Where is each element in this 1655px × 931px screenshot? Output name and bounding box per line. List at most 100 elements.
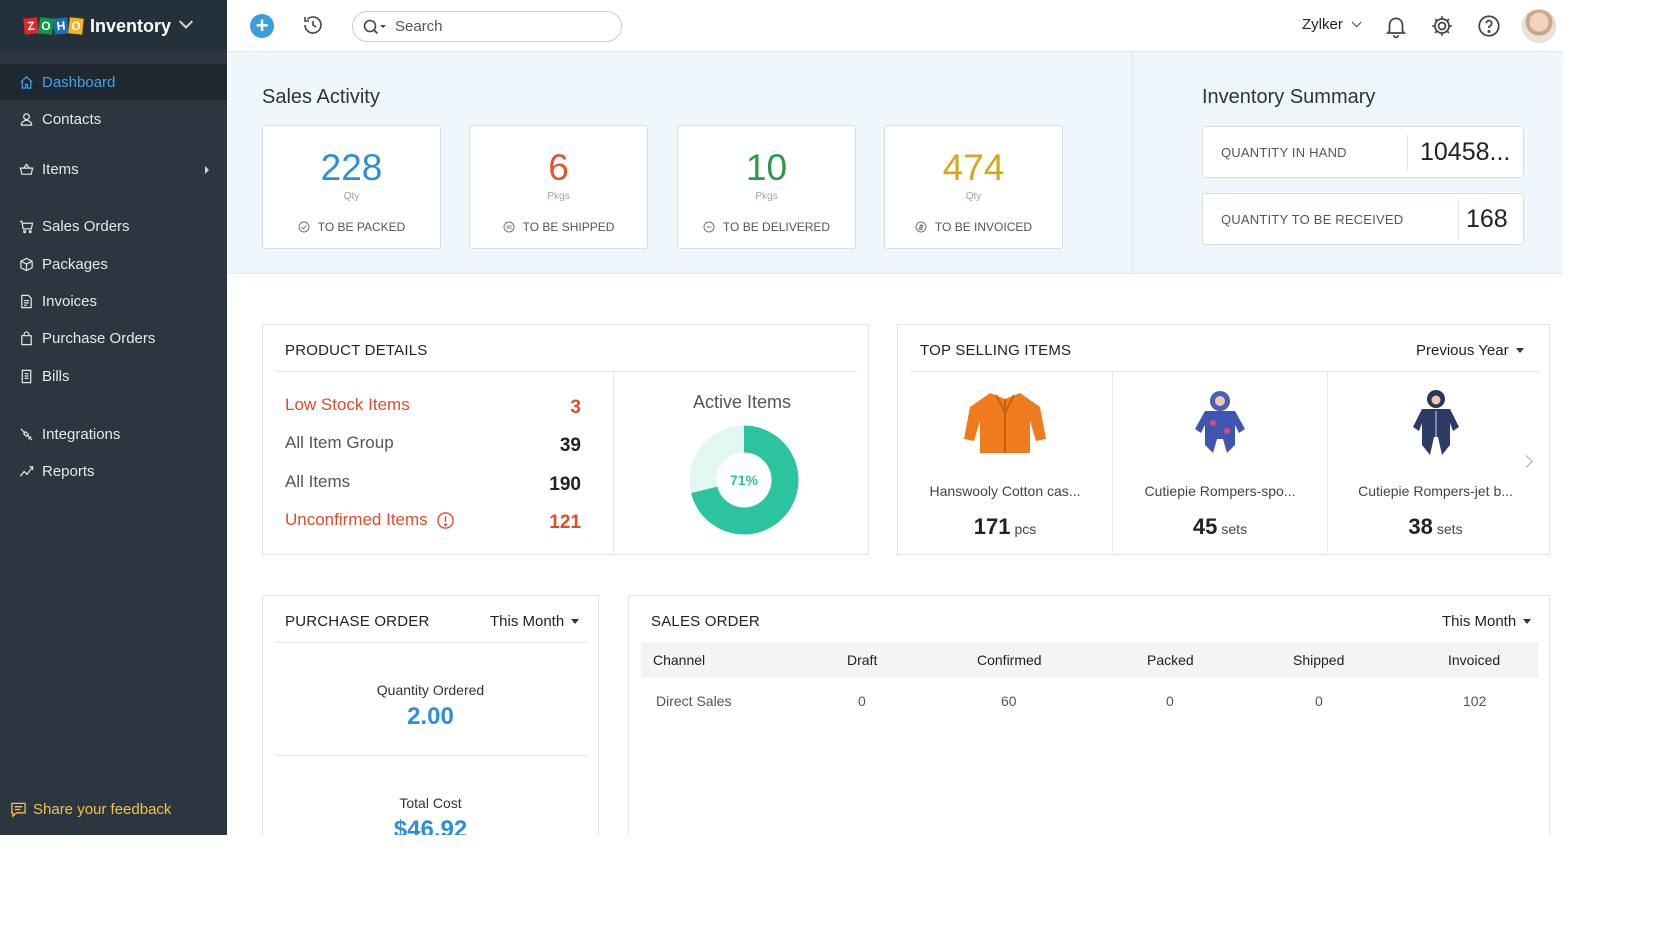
app-name: Inventory: [90, 15, 172, 36]
chevron-down-icon: [178, 14, 194, 29]
table-row[interactable]: Direct Sales 0 60 0 0 102: [641, 678, 1538, 718]
cell-draft: 0: [858, 693, 866, 709]
total-cost-value: $46.92: [393, 816, 468, 835]
product-detail-row-unconfirmed[interactable]: Unconfirmed Items 121: [285, 510, 581, 534]
top-selling-item-name: Hanswooly Cotton cas...: [929, 483, 1081, 499]
user-avatar[interactable]: [1522, 9, 1556, 43]
sales-activity-title: Sales Activity: [262, 86, 380, 108]
top-bar: Z O H O Inventory + Zylker: [0, 0, 1563, 52]
column-header-draft: Draft: [847, 652, 878, 668]
sidebar-item-items[interactable]: Items: [0, 151, 227, 187]
search-bar[interactable]: [352, 11, 622, 42]
dashboard-main: Sales Activity 228 Qty TO BE PACKED 6 Pk…: [227, 52, 1563, 835]
brand-switcher[interactable]: Z O H O Inventory: [0, 0, 227, 52]
activity-count: 228: [320, 147, 383, 188]
product-detail-row-item-group[interactable]: All Item Group 39: [285, 433, 581, 457]
sidebar-item-reports[interactable]: Reports: [0, 453, 227, 489]
shipping-icon: [503, 221, 515, 233]
product-detail-value: 3: [570, 397, 581, 418]
top-selling-item-qty: 38: [1408, 514, 1433, 539]
delivery-icon: [703, 221, 715, 233]
quantity-in-hand-value: 10458...: [1420, 138, 1511, 166]
sales-order-period-dropdown[interactable]: This Month: [1442, 613, 1532, 630]
share-feedback-link[interactable]: Share your feedback: [10, 801, 171, 818]
package-icon: [20, 257, 33, 271]
top-selling-items-panel: TOP SELLING ITEMS Previous Year Hanswool…: [897, 324, 1550, 555]
invoice-icon: [21, 294, 32, 308]
quantity-ordered-label: Quantity Ordered: [376, 682, 485, 698]
activity-card-to-be-packed[interactable]: 228 Qty TO BE PACKED: [262, 125, 441, 249]
home-icon: [20, 75, 33, 89]
sidebar-item-dashboard[interactable]: Dashboard: [0, 64, 227, 100]
top-selling-item[interactable]: Hanswooly Cotton cas... 171 pcs: [898, 371, 1113, 554]
recent-history-icon[interactable]: [301, 13, 325, 37]
top-selling-item-name: Cutiepie Rompers-jet b...: [1358, 483, 1513, 499]
activity-card-to-be-delivered[interactable]: 10 Pkgs TO BE DELIVERED: [677, 125, 856, 249]
caret-down-icon: [571, 619, 580, 624]
cell-channel: Direct Sales: [656, 693, 732, 709]
quick-create-button[interactable]: +: [250, 14, 274, 38]
top-selling-period-dropdown[interactable]: Previous Year: [1416, 342, 1524, 359]
cell-shipped: 0: [1315, 693, 1323, 709]
quantity-in-hand-label: QUANTITY IN HAND: [1221, 145, 1347, 160]
top-selling-title: TOP SELLING ITEMS: [920, 342, 1072, 359]
active-items-title: Active Items: [692, 392, 792, 412]
reports-icon: [19, 465, 34, 477]
sales-order-table-header: Channel Draft Confirmed Packed Shipped I…: [641, 642, 1538, 678]
column-header-shipped: Shipped: [1293, 652, 1345, 668]
column-header-confirmed: Confirmed: [977, 652, 1042, 668]
top-selling-item[interactable]: Cutiepie Rompers-spo... 45 sets: [1113, 371, 1328, 554]
purchase-order-period-dropdown[interactable]: This Month: [490, 613, 580, 630]
divider: [1458, 202, 1459, 238]
quantity-to-be-received-label: QUANTITY TO BE RECEIVED: [1221, 212, 1404, 227]
notifications-bell-icon[interactable]: [1383, 13, 1409, 39]
sidebar-item-invoices[interactable]: Invoices: [0, 283, 227, 319]
activity-card-to-be-shipped[interactable]: 6 Pkgs TO BE SHIPPED: [469, 125, 648, 249]
chevron-down-icon: [1351, 17, 1362, 28]
blue-romper-image: [1195, 391, 1245, 453]
sidebar-item-purchase-orders[interactable]: Purchase Orders: [0, 320, 227, 356]
search-icon[interactable]: [363, 19, 387, 35]
user-icon: [20, 112, 33, 126]
product-detail-value: 190: [549, 474, 581, 495]
caret-down-icon: [1523, 619, 1532, 624]
column-header-channel: Channel: [653, 652, 706, 668]
sales-order-panel: SALES ORDER This Month Channel Draft Con…: [628, 595, 1550, 835]
top-selling-item-qty: 171: [973, 514, 1011, 539]
product-detail-row-all-items[interactable]: All Items 190: [285, 472, 581, 496]
quantity-ordered-value: 2.00: [407, 703, 454, 730]
sidebar-item-bills[interactable]: Bills: [0, 358, 227, 394]
column-header-packed: Packed: [1147, 652, 1194, 668]
top-selling-item-name: Cutiepie Rompers-spo...: [1144, 483, 1296, 499]
activity-card-to-be-invoiced[interactable]: 474 Qty TO BE INVOICED: [884, 125, 1063, 249]
caret-down-icon: [1515, 348, 1524, 353]
settings-gear-icon[interactable]: [1429, 13, 1455, 39]
purchase-order-panel: PURCHASE ORDER This Month Quantity Order…: [262, 595, 599, 835]
warning-icon: [436, 511, 454, 529]
active-items-percent: 71%: [730, 472, 759, 488]
divider: [1132, 52, 1133, 274]
sidebar: Dashboard Contacts Items Sales Orders Pa…: [0, 52, 227, 835]
active-items-donut-chart: 71%: [689, 425, 799, 535]
product-detail-label: All Item Group: [285, 433, 394, 452]
search-input[interactable]: [395, 18, 595, 35]
product-detail-row-low-stock[interactable]: Low Stock Items 3: [285, 395, 581, 419]
sidebar-item-sales-orders[interactable]: Sales Orders: [0, 208, 227, 244]
total-cost-label: Total Cost: [399, 795, 462, 811]
inventory-summary-title: Inventory Summary: [1202, 86, 1376, 108]
activity-unit: Pkgs: [755, 191, 778, 202]
sidebar-item-contacts[interactable]: Contacts: [0, 101, 227, 137]
activity-unit: Qty: [965, 191, 982, 202]
navy-romper-image: [1412, 390, 1459, 455]
integrations-icon: [20, 427, 33, 441]
organization-switcher[interactable]: Zylker: [1302, 16, 1362, 33]
donut-active-arc: [689, 425, 799, 535]
top-selling-item[interactable]: Cutiepie Rompers-jet b... 38 sets: [1328, 371, 1543, 554]
sidebar-item-packages[interactable]: Packages: [0, 246, 227, 282]
help-icon[interactable]: [1476, 13, 1502, 39]
quantity-to-be-received-card: QUANTITY TO BE RECEIVED 168: [1202, 193, 1524, 245]
divider: [275, 371, 857, 372]
org-name: Zylker: [1302, 16, 1343, 33]
top-selling-item-unit: sets: [1221, 521, 1248, 537]
sidebar-item-integrations[interactable]: Integrations: [0, 416, 227, 452]
